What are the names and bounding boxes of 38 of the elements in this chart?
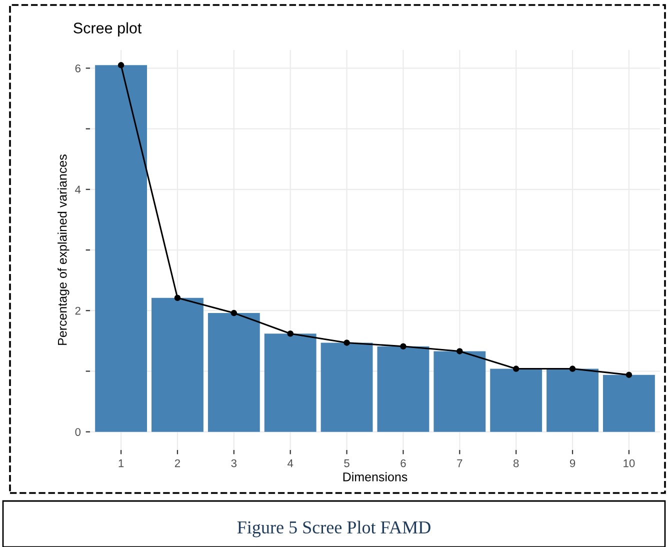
x-tick-label: 6 bbox=[400, 459, 406, 468]
x-axis-title: Dimensions bbox=[343, 472, 408, 482]
x-tick-label: 8 bbox=[513, 459, 519, 468]
point bbox=[287, 330, 294, 337]
x-tick-label: 1 bbox=[118, 459, 124, 468]
point bbox=[230, 310, 238, 316]
point bbox=[626, 372, 632, 378]
bar bbox=[377, 346, 430, 432]
point bbox=[400, 343, 406, 350]
bar bbox=[208, 313, 260, 432]
bar bbox=[603, 374, 655, 432]
x-tick-label: 3 bbox=[231, 459, 237, 468]
bar bbox=[434, 351, 486, 432]
y-axis-title: Percentage of explained variances bbox=[58, 154, 70, 345]
point bbox=[118, 62, 124, 68]
bar bbox=[546, 368, 598, 432]
point bbox=[512, 366, 520, 372]
x-tick-label: 4 bbox=[288, 459, 294, 468]
point bbox=[456, 348, 463, 354]
x-tick-label: 2 bbox=[174, 459, 180, 468]
bar bbox=[320, 342, 373, 432]
x-tick-label: 5 bbox=[344, 459, 350, 468]
y-tick-label: 2 bbox=[75, 306, 80, 315]
point bbox=[174, 294, 181, 302]
y-tick-label: 0 bbox=[75, 428, 81, 436]
bar bbox=[264, 334, 316, 432]
chart-title: Scree plot bbox=[74, 22, 142, 37]
x-tick-label: 7 bbox=[457, 459, 462, 468]
bar bbox=[152, 298, 204, 432]
x-tick-label: 10 bbox=[624, 459, 635, 468]
point bbox=[569, 366, 576, 372]
caption: Figure 5 Scree Plot FAMD bbox=[237, 520, 430, 538]
y-tick-label: 4 bbox=[75, 186, 81, 194]
x-tick-label: 9 bbox=[570, 459, 576, 468]
point bbox=[344, 340, 350, 346]
bar bbox=[490, 368, 542, 432]
bar bbox=[95, 65, 147, 432]
y-tick-label: 6 bbox=[75, 64, 80, 72]
